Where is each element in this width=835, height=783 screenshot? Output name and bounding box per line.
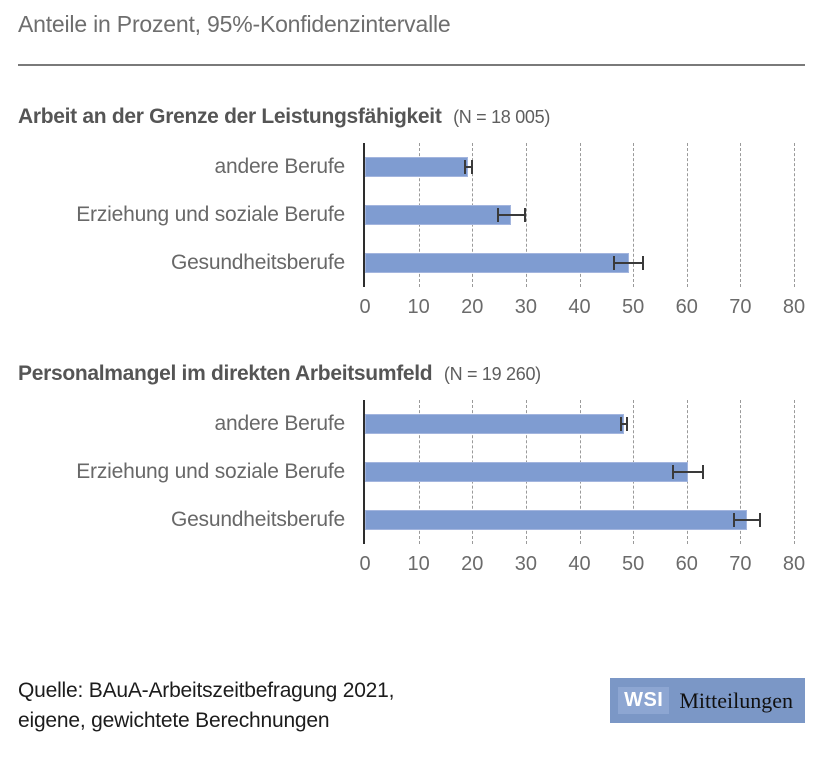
category-label: andere Berufe	[214, 155, 346, 178]
source-line-2: eigene, gewichtete Berechnungen	[18, 709, 330, 732]
chart-section-1: Arbeit an der Grenze der Leistungsfähigk…	[0, 104, 835, 323]
tick-label: 20	[461, 296, 484, 318]
tick-label: 80	[782, 296, 806, 318]
category-label: Erziehung und soziale Berufe	[76, 203, 345, 226]
tick-label: 20	[461, 553, 484, 575]
value-axis: 0 10 20 30 40 50 60 70 80	[359, 544, 805, 580]
figure-subtitle: Anteile in Prozent, 95%-Konfidenzinterva…	[18, 11, 451, 37]
error-bar	[463, 160, 473, 174]
error-bar	[613, 256, 645, 270]
tick-label: 30	[514, 553, 537, 575]
tick-label: 40	[568, 296, 591, 318]
gridline	[794, 400, 795, 544]
wsi-logo-acronym: WSI	[618, 687, 670, 714]
tick-label: 0	[359, 296, 371, 318]
category-label: Gesundheitsberufe	[170, 251, 345, 274]
chart-sample-size: (N = 19 260)	[443, 364, 541, 384]
tick-label: 0	[359, 553, 371, 575]
chart-sample-size: (N = 18 005)	[453, 107, 551, 127]
category-axis: andere Berufe Erziehung und soziale Beruf…	[0, 143, 363, 287]
value-axis: 0 10 20 30 40 50 60 70 80	[359, 287, 805, 323]
error-bar	[619, 417, 629, 431]
tick-label: 10	[407, 553, 430, 575]
tick-label: 80	[782, 553, 806, 575]
chart-body: andere Berufe Erziehung und soziale Beruf…	[0, 143, 835, 287]
category-label: Gesundheitsberufe	[170, 508, 345, 531]
source-note: Quelle: BAuA-Arbeitszeitbefragung 2021, …	[18, 676, 394, 736]
chart-section-2: Personalmangel im direkten Arbeitsumfeld…	[0, 361, 835, 580]
category-axis: andere Berufe Erziehung und soziale Beruf…	[0, 400, 363, 544]
gridline	[740, 400, 742, 544]
tick-label: 30	[514, 296, 537, 318]
error-bar	[497, 208, 527, 222]
plot-area	[363, 143, 795, 287]
chart-title: Personalmangel im direkten Arbeitsumfeld…	[18, 361, 817, 387]
gridline	[633, 143, 635, 287]
gridline	[686, 143, 688, 287]
wsi-logo-name: Mitteilungen	[679, 687, 793, 713]
bar	[365, 157, 469, 177]
gridline	[740, 143, 742, 287]
tick-label: 70	[729, 296, 752, 318]
error-bar	[671, 465, 704, 479]
bar	[365, 253, 629, 273]
chart-title-text: Personalmangel im direkten Arbeitsumfeld	[18, 362, 433, 385]
tick-label: 60	[675, 553, 698, 575]
bar	[365, 205, 511, 225]
divider	[18, 64, 805, 66]
tick-label: 50	[622, 296, 645, 318]
tick-label: 60	[675, 296, 698, 318]
tick-label: 70	[729, 553, 752, 575]
figure-footer: Quelle: BAuA-Arbeitszeitbefragung 2021, …	[0, 676, 835, 736]
wsi-logo: WSI Mitteilungen	[610, 678, 805, 723]
gridline	[579, 143, 581, 287]
bar	[365, 414, 624, 434]
gridline	[794, 143, 795, 287]
chart-title-text: Arbeit an der Grenze der Leistungsfähigk…	[18, 105, 442, 128]
tick-label: 40	[568, 553, 591, 575]
bar	[365, 510, 747, 530]
tick-label: 10	[407, 296, 430, 318]
category-label: andere Berufe	[214, 412, 346, 435]
error-bar	[732, 513, 762, 527]
tick-label: 50	[622, 553, 645, 575]
category-label: Erziehung und soziale Berufe	[76, 460, 345, 483]
bar	[365, 462, 688, 482]
plot-area	[363, 400, 795, 544]
chart-title: Arbeit an der Grenze der Leistungsfähigk…	[18, 104, 817, 130]
source-line-1: Quelle: BAuA-Arbeitszeitbefragung 2021,	[18, 679, 395, 702]
chart-body: andere Berufe Erziehung und soziale Beruf…	[0, 400, 835, 544]
